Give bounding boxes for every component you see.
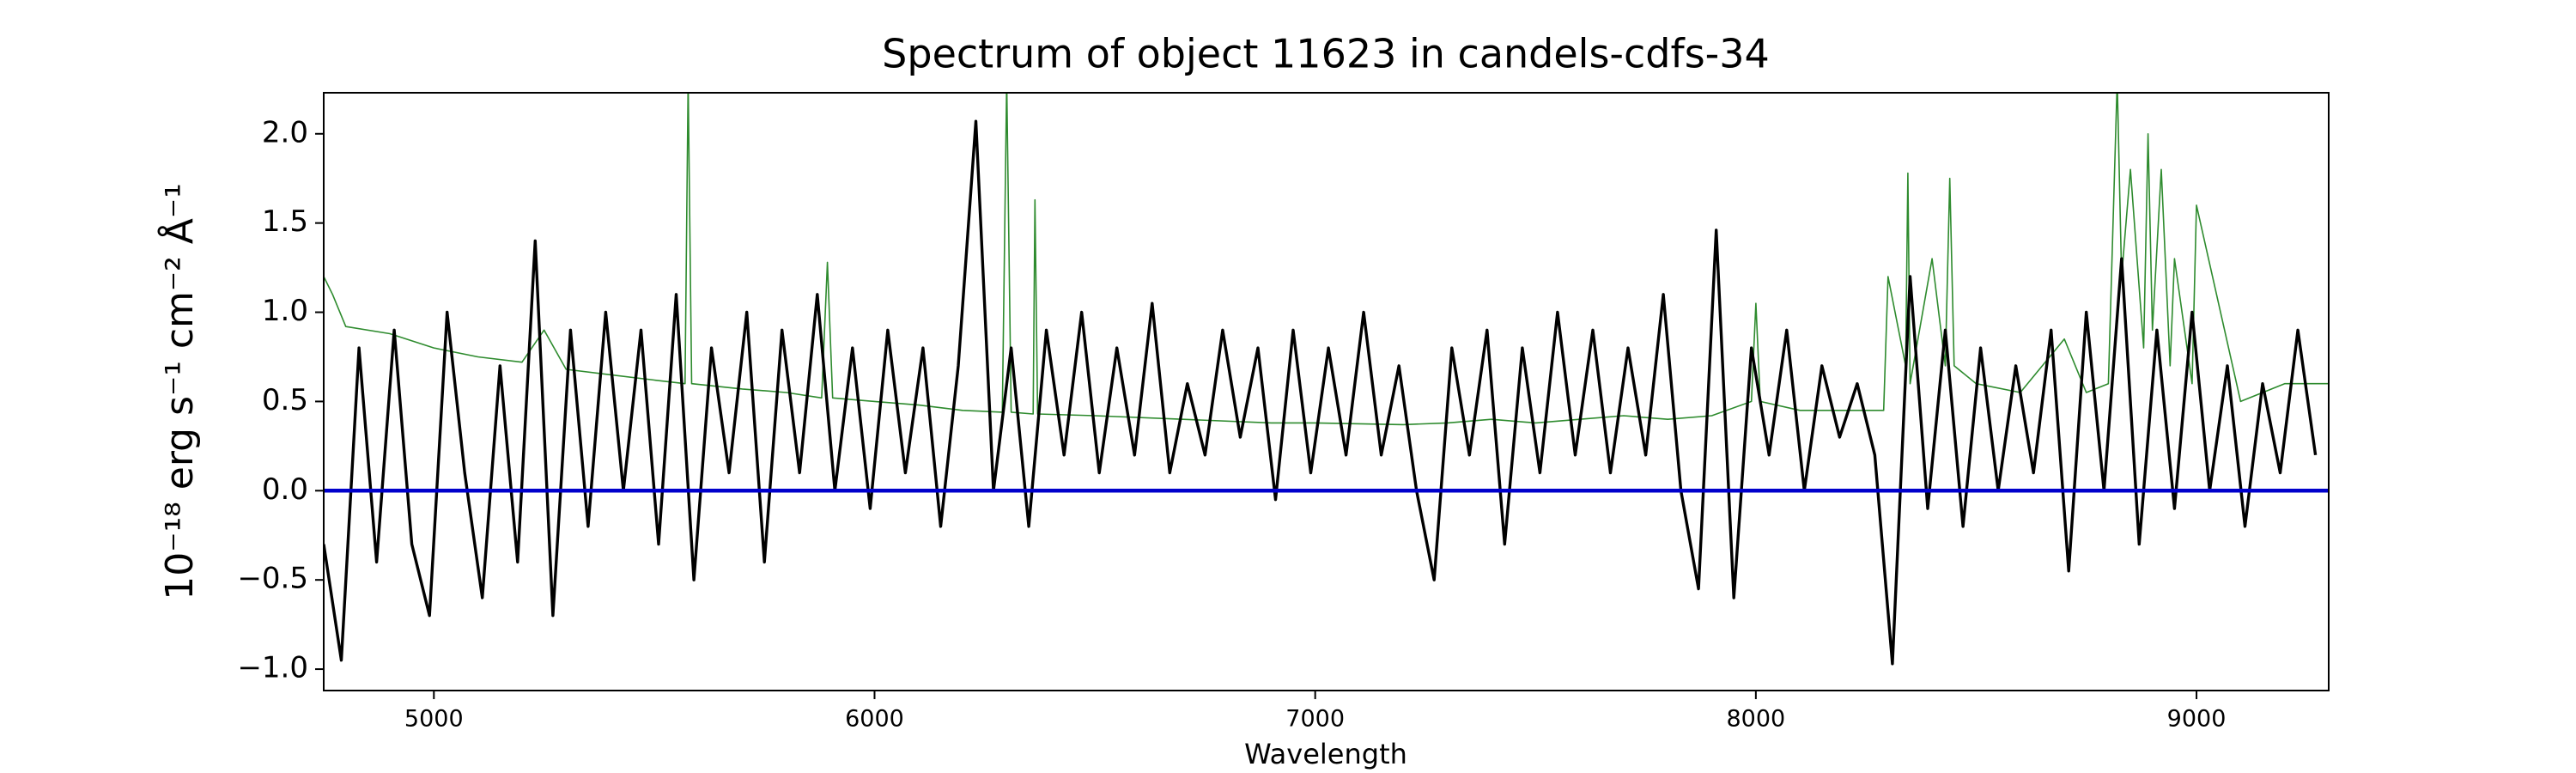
y-tick-label: 0.0 (262, 472, 308, 507)
chart-title: Spectrum of object 11623 in candels-cdfs… (882, 31, 1770, 77)
x-tick-label: 5000 (404, 706, 464, 733)
y-tick-label: 2.0 (262, 115, 308, 149)
plot-area (324, 93, 2329, 666)
y-tick-label: 1.5 (262, 204, 308, 239)
y-tick-label: −0.5 (237, 562, 308, 596)
x-tick-label: 9000 (2167, 706, 2227, 733)
y-tick-label: 1.0 (262, 294, 308, 328)
series-line (324, 119, 2318, 666)
x-tick-label: 8000 (1726, 706, 1785, 733)
x-tick-label: 6000 (845, 706, 904, 733)
y-axis-label: 10⁻¹⁸ erg s⁻¹ cm⁻² Å⁻¹ (156, 183, 202, 600)
x-tick-label: 7000 (1285, 706, 1345, 733)
plot-frame (323, 92, 2330, 691)
x-axis-label: Wavelength (1244, 738, 1407, 770)
y-tick-label: −1.0 (237, 651, 308, 685)
y-tick-label: 0.5 (262, 383, 308, 417)
